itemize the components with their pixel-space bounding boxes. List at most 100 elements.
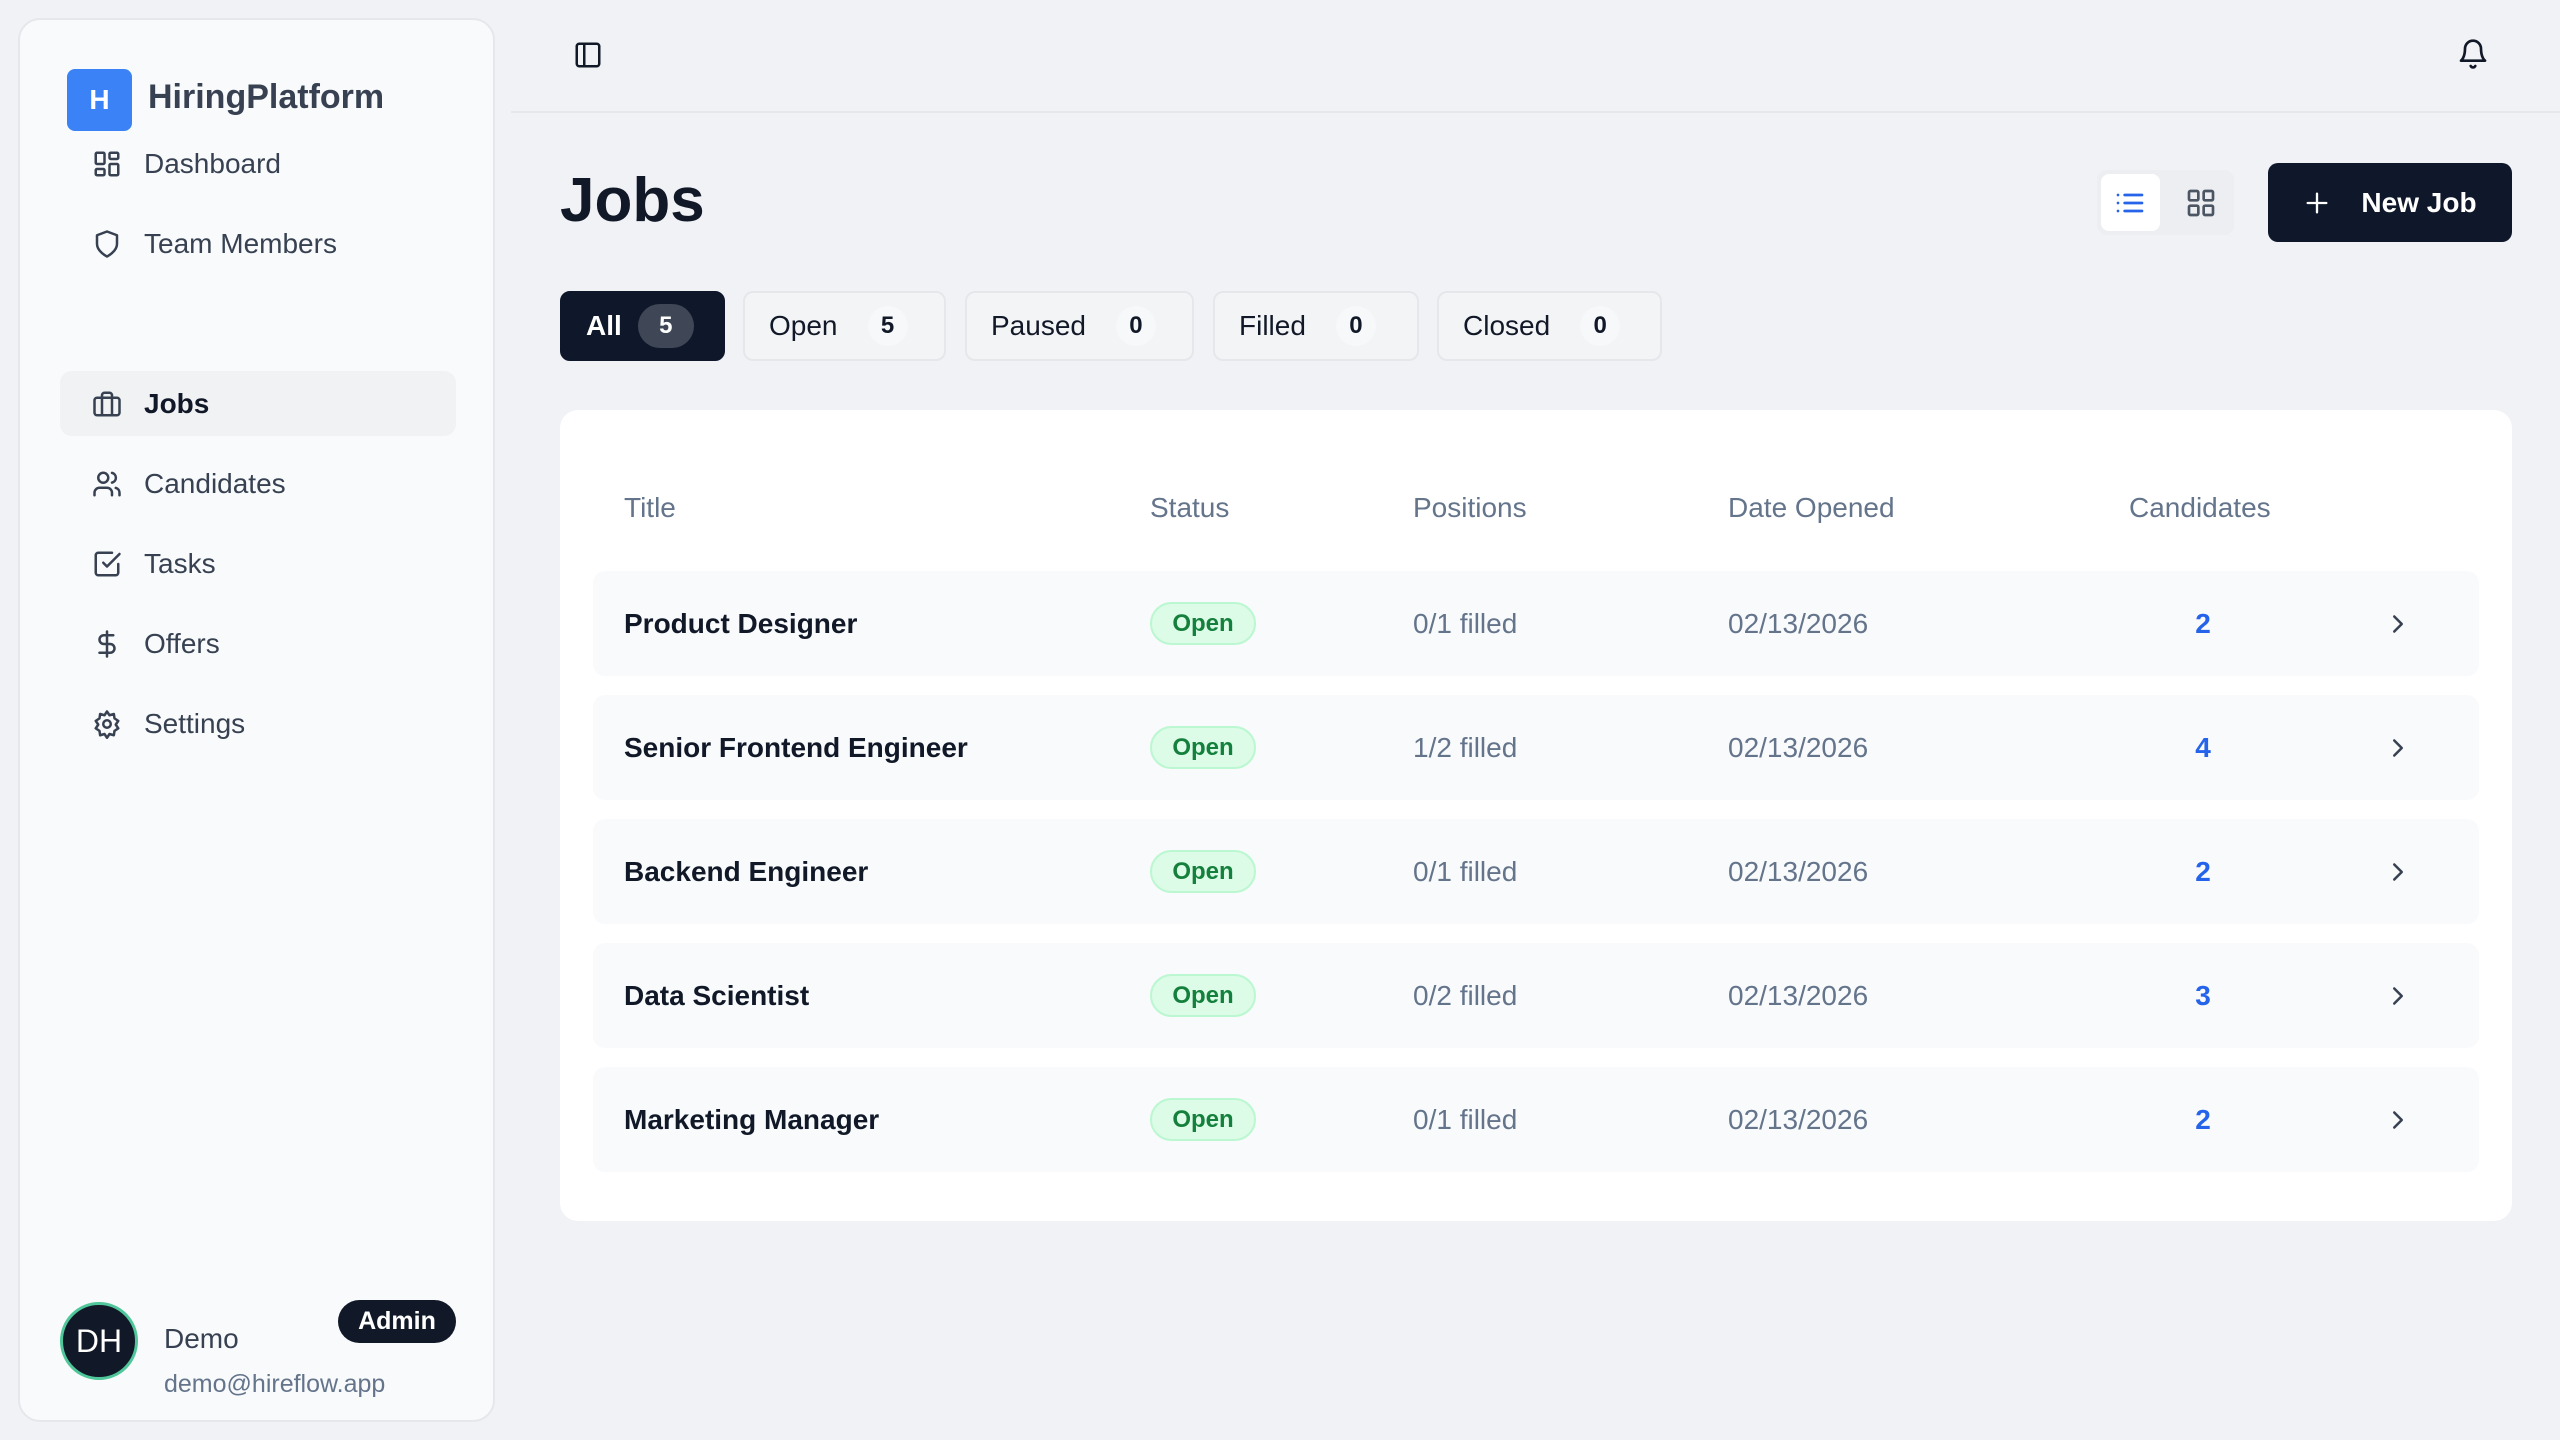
grid-view-button[interactable] <box>2172 174 2231 231</box>
column-header-date-opened: Date Opened <box>1728 492 1895 523</box>
positions-filled: 0/1 filled <box>1413 855 1518 887</box>
table-row[interactable]: Marketing Manager Open 0/1 filled 02/13/… <box>593 1067 2479 1172</box>
table-row[interactable]: Senior Frontend Engineer Open 1/2 filled… <box>593 695 2479 800</box>
sidebar-item-label: Tasks <box>144 547 216 579</box>
column-header-positions: Positions <box>1413 492 1527 523</box>
row-open-button[interactable] <box>2383 571 2413 676</box>
tab-label: Filled <box>1239 310 1306 341</box>
positions-filled: 0/1 filled <box>1413 607 1518 639</box>
tab-all[interactable]: All 5 <box>560 291 725 361</box>
shield-icon <box>95 229 119 258</box>
tab-paused[interactable]: Paused 0 <box>965 291 1194 361</box>
avatar[interactable]: DH <box>60 1302 138 1380</box>
candidates-count[interactable]: 3 <box>2195 979 2211 1011</box>
tab-count: 0 <box>1115 306 1156 346</box>
sidebar: H HiringPlatform Dashboard Team Members … <box>18 18 495 1422</box>
checkbox-icon <box>94 551 121 576</box>
tab-filled[interactable]: Filled 0 <box>1213 291 1419 361</box>
briefcase-icon <box>93 391 121 416</box>
notifications-button[interactable] <box>2457 38 2489 75</box>
sidebar-item-tasks[interactable]: Tasks <box>60 531 456 596</box>
tab-label: Open <box>769 310 838 341</box>
user-email: demo@hireflow.app <box>164 1370 386 1398</box>
chevron-right-icon <box>2393 862 2403 881</box>
sidebar-item-team-members[interactable]: Team Members <box>60 211 456 276</box>
gear-icon <box>94 709 120 739</box>
sidebar-item-label: Settings <box>144 707 246 739</box>
date-opened: 02/13/2026 <box>1728 855 1869 887</box>
status-badge: Open <box>1150 974 1256 1017</box>
date-opened: 02/13/2026 <box>1728 731 1869 763</box>
dollar-icon <box>98 629 116 658</box>
table-row[interactable]: Product Designer Open 0/1 filled 02/13/2… <box>593 571 2479 676</box>
tab-label: All <box>586 310 622 341</box>
sidebar-item-label: Candidates <box>144 467 286 499</box>
table-row[interactable]: Backend Engineer Open 0/1 filled 02/13/2… <box>593 819 2479 924</box>
tab-count: 5 <box>867 306 908 346</box>
date-opened: 02/13/2026 <box>1728 979 1869 1011</box>
positions-filled: 1/2 filled <box>1413 731 1518 763</box>
sidebar-item-candidates[interactable]: Candidates <box>60 451 456 516</box>
tab-closed[interactable]: Closed 0 <box>1437 291 1662 361</box>
new-job-label: New Job <box>2361 186 2477 218</box>
sidebar-item-dashboard[interactable]: Dashboard <box>60 131 456 196</box>
status-badge: Open <box>1150 850 1256 893</box>
sidebar-item-label: Dashboard <box>144 147 281 179</box>
row-open-button[interactable] <box>2383 943 2413 1048</box>
new-job-button[interactable]: New Job <box>2268 163 2512 242</box>
list-icon <box>2116 193 2144 212</box>
tab-open[interactable]: Open 5 <box>743 291 946 361</box>
candidates-count[interactable]: 4 <box>2195 731 2211 763</box>
date-opened: 02/13/2026 <box>1728 607 1869 639</box>
sidebar-item-offers[interactable]: Offers <box>60 611 456 676</box>
view-toggle <box>2097 170 2234 235</box>
plus-icon <box>2306 192 2328 213</box>
candidates-count[interactable]: 2 <box>2195 855 2211 887</box>
sidebar-item-label: Offers <box>144 627 220 659</box>
row-open-button[interactable] <box>2383 1067 2413 1172</box>
top-bar <box>511 0 2560 113</box>
status-badge: Open <box>1150 726 1256 769</box>
job-title[interactable]: Marketing Manager <box>624 1103 880 1135</box>
status-badge: Open <box>1150 1098 1256 1141</box>
tab-label: Paused <box>991 310 1086 341</box>
row-open-button[interactable] <box>2383 695 2413 800</box>
tab-label: Closed <box>1463 310 1551 341</box>
tab-count: 0 <box>1580 306 1621 346</box>
page-title: Jobs <box>560 166 705 235</box>
column-header-status: Status <box>1150 492 1230 523</box>
candidates-count[interactable]: 2 <box>2195 607 2211 639</box>
job-title[interactable]: Backend Engineer <box>624 855 869 887</box>
date-opened: 02/13/2026 <box>1728 1103 1869 1135</box>
column-header-candidates: Candidates <box>2129 492 2271 523</box>
sidebar-toggle-button[interactable] <box>573 40 603 75</box>
column-header-title: Title <box>624 492 676 523</box>
chevron-right-icon <box>2393 738 2403 757</box>
users-icon <box>93 471 121 496</box>
bell-icon <box>2459 39 2487 69</box>
positions-filled: 0/1 filled <box>1413 1103 1518 1135</box>
logo: H <box>67 69 132 131</box>
dashboard-icon <box>94 151 120 176</box>
sidebar-item-settings[interactable]: Settings <box>60 691 456 756</box>
grid-icon <box>2187 189 2215 216</box>
row-open-button[interactable] <box>2383 819 2413 924</box>
chevron-right-icon <box>2393 1110 2403 1129</box>
status-badge: Open <box>1150 602 1256 645</box>
sidebar-item-jobs[interactable]: Jobs <box>60 371 456 436</box>
candidates-count[interactable]: 2 <box>2195 1103 2211 1135</box>
chevron-right-icon <box>2393 614 2403 633</box>
chevron-right-icon <box>2393 986 2403 1005</box>
job-title[interactable]: Senior Frontend Engineer <box>624 731 968 763</box>
table-row[interactable]: Data Scientist Open 0/2 filled 02/13/202… <box>593 943 2479 1048</box>
positions-filled: 0/2 filled <box>1413 979 1518 1011</box>
brand-name: HiringPlatform <box>148 78 385 116</box>
sidebar-toggle-icon <box>575 42 601 68</box>
job-title[interactable]: Data Scientist <box>624 979 810 1011</box>
role-badge: Admin <box>338 1300 456 1343</box>
tab-count: 0 <box>1335 306 1376 346</box>
list-view-button[interactable] <box>2101 174 2160 231</box>
tab-count: 5 <box>637 304 694 348</box>
sidebar-item-label: Jobs <box>144 387 210 419</box>
job-title[interactable]: Product Designer <box>624 607 858 639</box>
